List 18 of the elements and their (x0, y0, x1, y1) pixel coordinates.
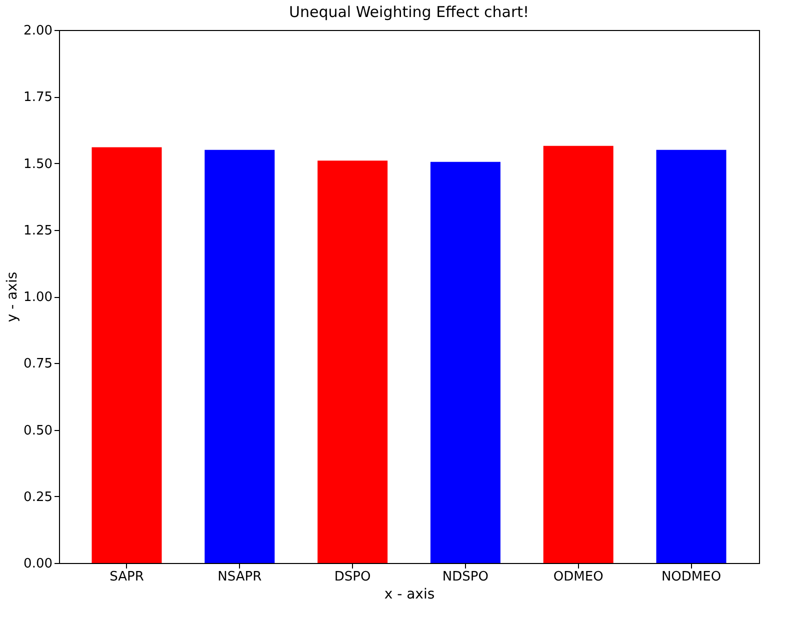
x-tick-label: NDSPO (442, 570, 488, 584)
y-tick-label: 1.50 (24, 156, 52, 172)
x-tick-label: DSPO (334, 570, 371, 584)
y-tick-label: 1.00 (24, 290, 52, 305)
y-tick-label: 0.00 (24, 556, 52, 572)
y-tick-label: 1.25 (24, 223, 52, 238)
y-tick-label: 0.75 (24, 356, 52, 372)
y-tick-label: 0.50 (24, 423, 52, 438)
x-axis-title: x - axis (384, 586, 435, 602)
x-tick-label: SAPR (110, 570, 144, 584)
x-tick-label: ODMEO (553, 570, 604, 584)
x-tick-label: NSAPR (218, 570, 262, 584)
chart-title: Unequal Weighting Effect chart! (288, 3, 530, 21)
y-tick-label: 1.75 (24, 90, 52, 106)
y-tick-label: 2.00 (24, 24, 52, 38)
x-tick-label: NODMEO (661, 570, 722, 584)
y-tick-label: 0.25 (24, 490, 52, 505)
y-axis-title: y - axis (4, 272, 21, 322)
